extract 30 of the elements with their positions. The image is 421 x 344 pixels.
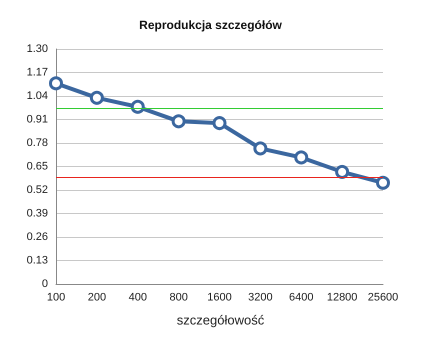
point (90, 90, 104, 105)
y-tick-label: 0.78 (26, 137, 48, 149)
point (294, 150, 308, 164)
x-tick-label: 100 (46, 292, 66, 304)
x-tick-label: 1600 (207, 292, 232, 304)
x-tick-label: 3200 (248, 292, 273, 304)
x-tick-label: 800 (169, 292, 188, 304)
x-tick-label: 12800 (326, 292, 358, 304)
y-tick-label: 0.91 (26, 114, 48, 126)
chart-title: Reprodukcja szczegółów (139, 18, 283, 32)
x-tick-label: 200 (88, 292, 106, 304)
text: szczegółowość (176, 312, 265, 328)
y-tick-label: 0.65 (26, 160, 48, 172)
x-tick-label: 400 (128, 292, 147, 304)
y-tick-label: 1.04 (26, 90, 48, 102)
point (253, 141, 268, 156)
y-tick-label: 1.30 (26, 43, 48, 55)
y-tick-label: 0.52 (26, 184, 48, 196)
point (376, 176, 390, 190)
y-tick-label: 0.13 (26, 254, 48, 266)
point (335, 164, 350, 179)
y-tick-label: 1.17 (26, 66, 48, 78)
point (49, 76, 63, 90)
x-tick-label: 6400 (289, 292, 314, 304)
point (172, 114, 186, 128)
y-tick-label: 0 (42, 278, 48, 290)
point (212, 116, 226, 130)
y-tick-label: 0.39 (26, 208, 48, 220)
x-tick-label: 25600 (368, 292, 398, 304)
y-tick-label: 0.26 (26, 231, 48, 243)
